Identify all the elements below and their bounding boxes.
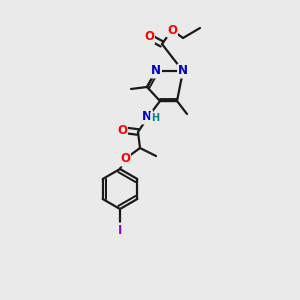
Text: O: O bbox=[144, 31, 154, 44]
Text: O: O bbox=[117, 124, 127, 136]
Text: N: N bbox=[142, 110, 152, 124]
Text: O: O bbox=[120, 152, 130, 166]
Text: I: I bbox=[118, 224, 122, 236]
Text: O: O bbox=[167, 23, 177, 37]
Text: H: H bbox=[151, 113, 159, 123]
Text: N: N bbox=[151, 64, 161, 77]
Text: N: N bbox=[178, 64, 188, 77]
